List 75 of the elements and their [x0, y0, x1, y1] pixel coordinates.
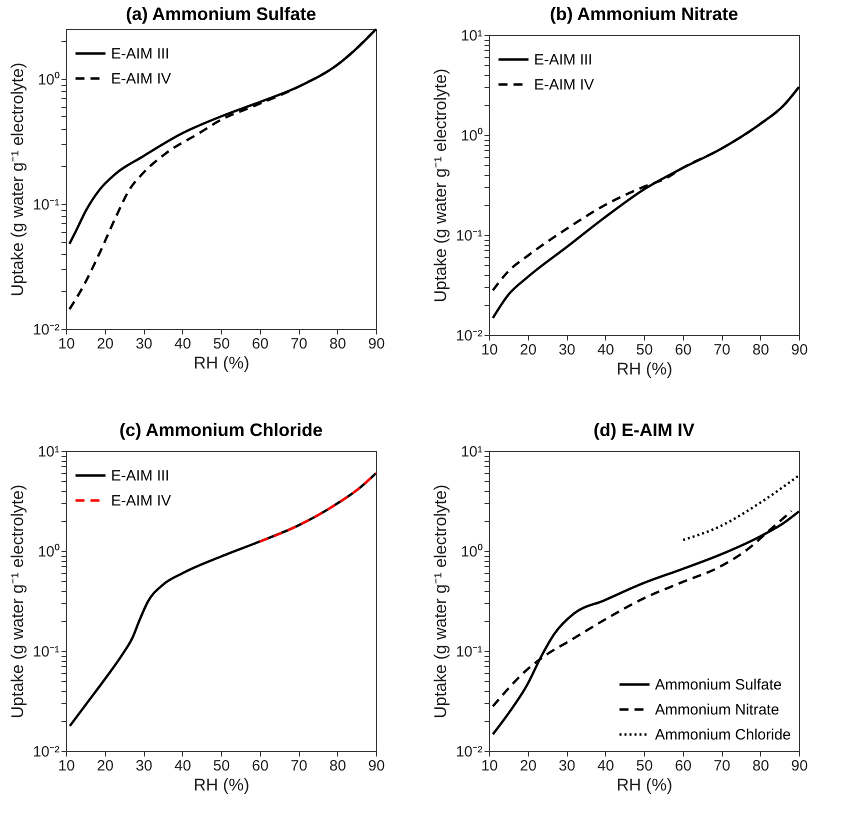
x-axis-title: RH (%) — [194, 354, 250, 372]
chart-title: (d) E-AIM IV — [594, 420, 694, 440]
y-tick-label: 10¹ — [38, 444, 60, 460]
x-tick-label: 50 — [213, 336, 230, 352]
x-tick-label: 30 — [558, 342, 576, 358]
x-tick-label: 70 — [714, 342, 730, 358]
x-tick-label: 20 — [520, 342, 537, 358]
x-tick-label: 90 — [791, 342, 808, 358]
x-tick-label: 40 — [174, 758, 192, 774]
x-tick-label: 40 — [597, 342, 614, 358]
x-tick-label: 50 — [636, 342, 653, 358]
y-axis-title: Uptake (g water g⁻¹ electrolyte) — [430, 484, 450, 718]
x-axis-title: RH (%) — [194, 776, 250, 794]
chart-title: (c) Ammonium Chloride — [119, 420, 323, 440]
x-tick-label: 10 — [481, 342, 498, 358]
x-tick-label: 80 — [752, 342, 770, 358]
chart-title: (b) Ammonium Nitrate — [550, 4, 738, 24]
x-tick-label: 60 — [252, 336, 269, 352]
x-tick-label: 30 — [136, 758, 152, 774]
line-series — [682, 474, 800, 542]
x-tick-label: 90 — [791, 758, 808, 774]
y-tick-label: 10¹ — [460, 444, 482, 460]
x-tick-label: 20 — [520, 758, 537, 774]
x-tick-label: 70 — [714, 758, 730, 774]
y-tick-label: 10⁻¹ — [456, 644, 482, 660]
legend-label: E-AIM III — [534, 52, 592, 68]
legend-label: E-AIM III — [111, 468, 170, 484]
x-tick-label: 60 — [674, 342, 692, 358]
x-tick-label: 80 — [752, 758, 770, 774]
y-tick-label: 10¹ — [460, 28, 482, 44]
x-axis-title: RH (%) — [616, 776, 672, 794]
x-tick-label: 30 — [136, 336, 152, 352]
legend-label: Ammonium Sulfate — [655, 676, 782, 694]
x-tick-label: 50 — [636, 758, 653, 774]
legend-label: E-AIM IV — [534, 76, 594, 94]
legend-label: Ammonium Chloride — [655, 726, 791, 744]
y-tick-label: 10⁻² — [456, 328, 482, 344]
y-tick-label: 10⁰ — [38, 544, 60, 560]
x-axis-title: RH (%) — [616, 360, 672, 378]
x-tick-label: 90 — [368, 336, 385, 352]
y-tick-label: 10⁻¹ — [456, 228, 482, 244]
line-series — [258, 472, 378, 543]
x-tick-label: 20 — [96, 336, 114, 352]
x-tick-label: 30 — [558, 758, 576, 774]
legend-label: E-AIM IV — [111, 70, 172, 88]
x-tick-label: 60 — [252, 758, 269, 774]
y-tick-label: 10⁻¹ — [32, 644, 60, 660]
y-tick-label: 10⁻¹ — [32, 196, 60, 214]
x-tick-label: 10 — [481, 758, 498, 774]
line-series — [68, 472, 378, 728]
x-tick-label: 10 — [58, 758, 75, 774]
chart-title: (a) Ammonium Sulfate — [126, 4, 316, 24]
x-tick-label: 70 — [290, 758, 308, 774]
y-axis-title: Uptake (g water g⁻¹ electrolyte) — [8, 484, 27, 718]
y-tick-label: 10⁻² — [32, 744, 60, 760]
x-tick-label: 90 — [368, 758, 385, 774]
x-tick-label: 40 — [597, 758, 614, 774]
x-tick-label: 80 — [329, 336, 346, 352]
y-tick-label: 10⁰ — [38, 71, 60, 88]
legend-label: E-AIM III — [111, 46, 170, 62]
legend-label: Ammonium Nitrate — [655, 702, 780, 718]
x-tick-label: 80 — [329, 758, 346, 774]
x-tick-label: 50 — [213, 758, 230, 774]
x-tick-label: 70 — [290, 336, 308, 352]
x-tick-label: 60 — [674, 758, 692, 774]
y-tick-label: 10⁰ — [460, 128, 482, 144]
y-tick-label: 10⁻² — [456, 744, 482, 760]
legend-label: E-AIM IV — [111, 492, 172, 510]
x-tick-label: 10 — [58, 336, 75, 352]
y-tick-label: 10⁻² — [32, 322, 60, 338]
x-tick-label: 20 — [96, 758, 114, 774]
y-tick-label: 10⁰ — [460, 544, 482, 560]
y-axis-title: Uptake (g water g⁻¹ electrolyte) — [8, 62, 27, 296]
y-axis-title: Uptake (g water g⁻¹ electrolyte) — [430, 68, 450, 302]
x-tick-label: 40 — [174, 336, 192, 352]
